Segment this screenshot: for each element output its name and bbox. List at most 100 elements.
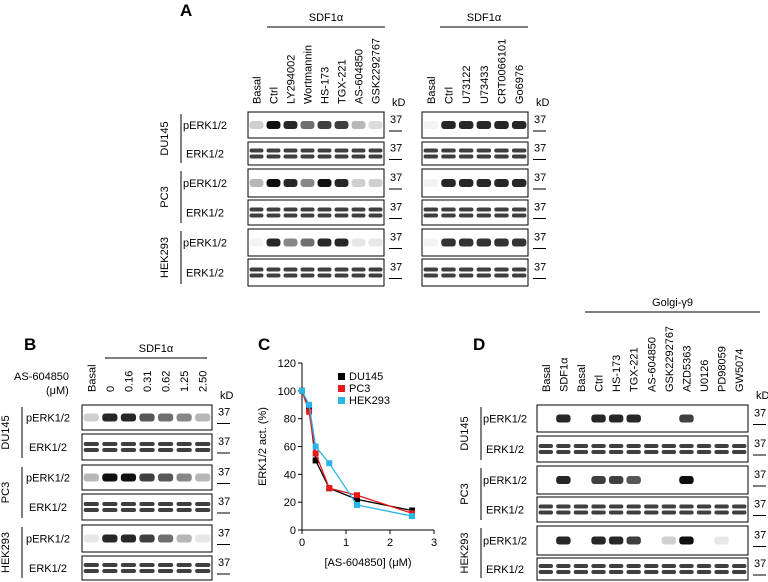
band [441, 213, 456, 218]
band [334, 238, 349, 247]
size-marker: 37 [534, 114, 546, 126]
band [283, 179, 298, 187]
lane-label: HS-173 [320, 67, 332, 104]
size-marker: 37 [754, 408, 766, 420]
size-marker: 37 [218, 557, 230, 569]
band [139, 534, 155, 543]
band [351, 267, 366, 272]
band [608, 536, 624, 545]
band [591, 414, 606, 423]
size-marker: 37 [390, 232, 402, 244]
blot-strip [81, 493, 213, 521]
band [538, 444, 554, 448]
band [458, 121, 474, 129]
band [334, 267, 349, 272]
band [423, 148, 439, 153]
band [608, 510, 624, 515]
band [573, 504, 589, 509]
band [139, 442, 155, 446]
band [476, 154, 492, 159]
band [494, 148, 509, 153]
band [102, 502, 118, 506]
band [176, 448, 192, 452]
band [731, 510, 747, 515]
band [608, 476, 624, 484]
lane-label: GSK2292767 [371, 38, 383, 104]
protein-label: ERK1/2 [29, 442, 67, 454]
band [696, 444, 712, 448]
band [441, 207, 456, 212]
size-marker: 37 [390, 202, 402, 214]
band [139, 569, 155, 573]
band [458, 273, 474, 278]
y-tick-label: 20 [284, 497, 296, 509]
band [317, 148, 332, 153]
treatment-label: SDF1α [467, 12, 502, 24]
band [494, 207, 509, 212]
band [334, 273, 349, 278]
band [494, 179, 509, 187]
size-marker: 37 [754, 530, 766, 542]
y-tick-label: 60 [284, 442, 296, 454]
band [441, 267, 456, 272]
band [679, 414, 694, 423]
protein-label: ERK1/2 [186, 268, 224, 280]
legend-label: DU145 [349, 371, 383, 383]
band [120, 569, 137, 573]
band [644, 444, 659, 448]
band [157, 473, 174, 482]
band [423, 213, 439, 218]
blot-strip [536, 435, 749, 463]
band [494, 267, 509, 272]
band [283, 121, 298, 129]
band [511, 121, 527, 129]
lane-label: Basal [426, 76, 438, 104]
size-marker: 37 [390, 114, 402, 126]
band [120, 442, 137, 446]
band [556, 504, 571, 509]
blot-strip [536, 496, 749, 523]
x-tick-label: 2 [387, 537, 393, 549]
band [458, 267, 474, 272]
x-tick-label: 1 [343, 537, 349, 549]
band [351, 148, 366, 153]
lane-label: Go6976 [514, 65, 526, 104]
band [538, 510, 554, 515]
cell-line-label: HEK293 [159, 237, 171, 278]
band [102, 448, 118, 452]
lane-label: 0 [105, 386, 117, 392]
band [120, 502, 137, 506]
band [661, 564, 677, 568]
band [494, 273, 509, 278]
blot-strip [421, 141, 529, 166]
band [696, 570, 712, 574]
band [83, 569, 99, 573]
band [441, 179, 456, 187]
band [458, 148, 474, 153]
x-tick-label: 0 [299, 537, 305, 549]
band [458, 238, 474, 247]
blot-strip [247, 199, 385, 226]
data-point [409, 513, 415, 520]
cell-line-label: HEK293 [459, 533, 471, 574]
band [556, 564, 571, 568]
band [441, 121, 456, 129]
band [266, 207, 281, 212]
band [608, 564, 624, 568]
band [334, 213, 349, 218]
protein-label: ERK1/2 [486, 505, 524, 517]
blot-strip [421, 168, 529, 198]
lane-label: Ctrl [594, 375, 606, 392]
protein-label: ERK1/2 [486, 564, 524, 576]
band [511, 273, 527, 278]
band [317, 238, 332, 247]
band [476, 207, 492, 212]
blot-strip [536, 465, 749, 495]
band [423, 273, 439, 278]
band [195, 563, 211, 567]
band [157, 569, 174, 573]
unit-label: (μM) [46, 385, 69, 397]
size-marker: 37 [534, 143, 546, 155]
blot-strip [536, 557, 749, 581]
y-tick-label: 40 [284, 469, 296, 481]
